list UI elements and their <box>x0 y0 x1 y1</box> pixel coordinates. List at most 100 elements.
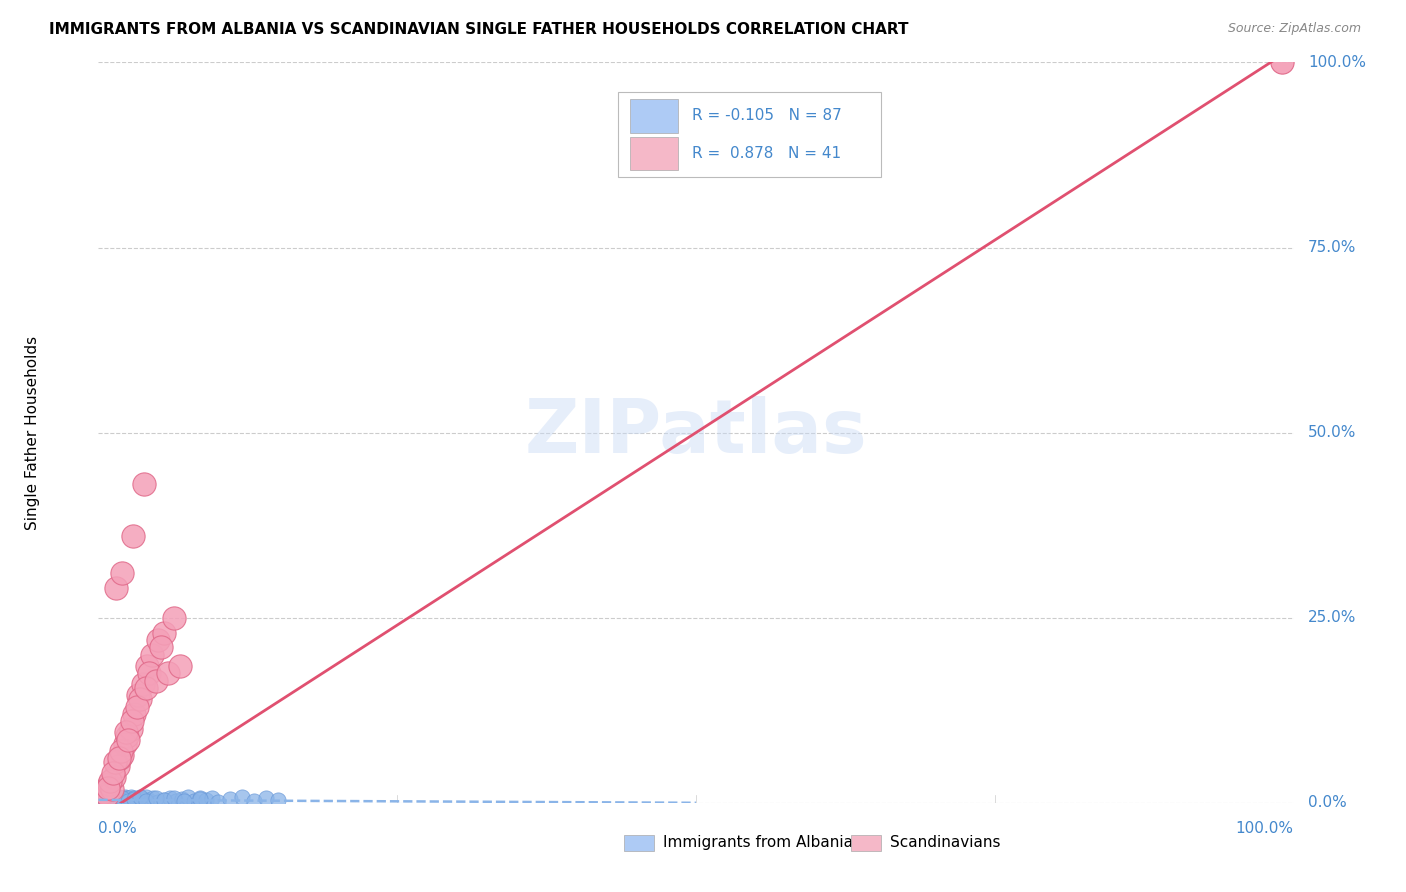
Point <box>124 792 146 806</box>
Point <box>135 681 157 695</box>
Point <box>231 789 253 804</box>
Point <box>124 706 146 721</box>
Point <box>129 789 152 804</box>
Point <box>93 789 115 804</box>
Point <box>201 790 224 805</box>
Point <box>156 666 179 681</box>
Point <box>169 658 191 673</box>
Point <box>100 782 122 797</box>
Point <box>173 794 195 808</box>
FancyBboxPatch shape <box>624 835 654 851</box>
Point <box>105 795 128 809</box>
FancyBboxPatch shape <box>630 99 678 133</box>
Point <box>97 792 120 806</box>
Text: ZIPatlas: ZIPatlas <box>524 396 868 469</box>
Point <box>195 793 218 807</box>
Text: 100.0%: 100.0% <box>1236 822 1294 837</box>
Point <box>135 789 157 804</box>
Point <box>103 770 125 784</box>
Point <box>153 793 176 807</box>
Point <box>1271 55 1294 70</box>
Point <box>98 794 122 808</box>
Point <box>107 758 129 772</box>
Point <box>128 790 150 805</box>
Point <box>93 785 115 799</box>
Point <box>100 793 122 807</box>
Point <box>131 794 153 808</box>
Point <box>97 793 120 807</box>
Point <box>96 794 118 808</box>
Point <box>108 751 131 765</box>
Point <box>98 777 121 791</box>
Point <box>94 792 117 806</box>
Point <box>103 794 125 808</box>
Point <box>111 747 134 762</box>
Point <box>219 792 242 806</box>
Point <box>254 791 277 805</box>
Point <box>267 793 290 807</box>
Point <box>107 751 129 765</box>
Point <box>104 755 127 769</box>
Point <box>129 692 152 706</box>
Point <box>188 792 211 806</box>
Point <box>107 790 129 805</box>
Point <box>163 790 186 805</box>
Text: Immigrants from Albania: Immigrants from Albania <box>662 835 852 850</box>
Point <box>124 791 146 805</box>
Point <box>145 791 167 805</box>
Point <box>97 780 120 795</box>
Text: R = -0.105   N = 87: R = -0.105 N = 87 <box>692 109 842 123</box>
Point <box>93 794 115 808</box>
Point <box>108 794 131 808</box>
Text: 100.0%: 100.0% <box>1308 55 1365 70</box>
Point <box>177 789 200 804</box>
Point <box>101 790 124 805</box>
Point <box>91 791 114 805</box>
Point <box>183 794 205 808</box>
Point <box>104 794 127 808</box>
Point <box>121 714 143 729</box>
Point <box>159 790 181 805</box>
Text: 0.0%: 0.0% <box>98 822 138 837</box>
Point <box>112 792 135 806</box>
Point <box>104 791 127 805</box>
Point <box>89 792 111 806</box>
Point <box>98 795 121 809</box>
Point <box>145 673 167 688</box>
Point <box>98 789 122 804</box>
Point <box>114 789 136 804</box>
Point <box>117 794 139 808</box>
Point <box>125 793 148 807</box>
Point <box>110 790 132 805</box>
Point <box>91 790 114 805</box>
Point <box>111 790 134 805</box>
Point <box>172 792 194 806</box>
Point <box>96 789 118 803</box>
Point <box>120 722 142 736</box>
Text: 0.0%: 0.0% <box>1308 796 1347 810</box>
Point <box>118 792 141 806</box>
Point <box>107 792 129 806</box>
Point <box>91 793 114 807</box>
Point <box>101 766 124 780</box>
Point <box>103 792 125 806</box>
FancyBboxPatch shape <box>630 136 678 170</box>
Point <box>148 795 170 809</box>
Point <box>149 640 172 655</box>
Point <box>153 793 176 807</box>
Point <box>139 794 162 808</box>
Text: Scandinavians: Scandinavians <box>890 835 1000 850</box>
Text: R =  0.878   N = 41: R = 0.878 N = 41 <box>692 146 842 161</box>
Point <box>132 477 155 491</box>
Point <box>115 791 138 805</box>
Point <box>103 789 125 804</box>
Text: IMMIGRANTS FROM ALBANIA VS SCANDINAVIAN SINGLE FATHER HOUSEHOLDS CORRELATION CHA: IMMIGRANTS FROM ALBANIA VS SCANDINAVIAN … <box>49 22 908 37</box>
Point <box>153 625 176 640</box>
Point <box>188 791 211 805</box>
Point <box>91 794 114 808</box>
Text: Single Father Households: Single Father Households <box>25 335 41 530</box>
FancyBboxPatch shape <box>852 835 882 851</box>
Text: 50.0%: 50.0% <box>1308 425 1357 440</box>
Text: Source: ZipAtlas.com: Source: ZipAtlas.com <box>1227 22 1361 36</box>
Point <box>98 773 122 788</box>
